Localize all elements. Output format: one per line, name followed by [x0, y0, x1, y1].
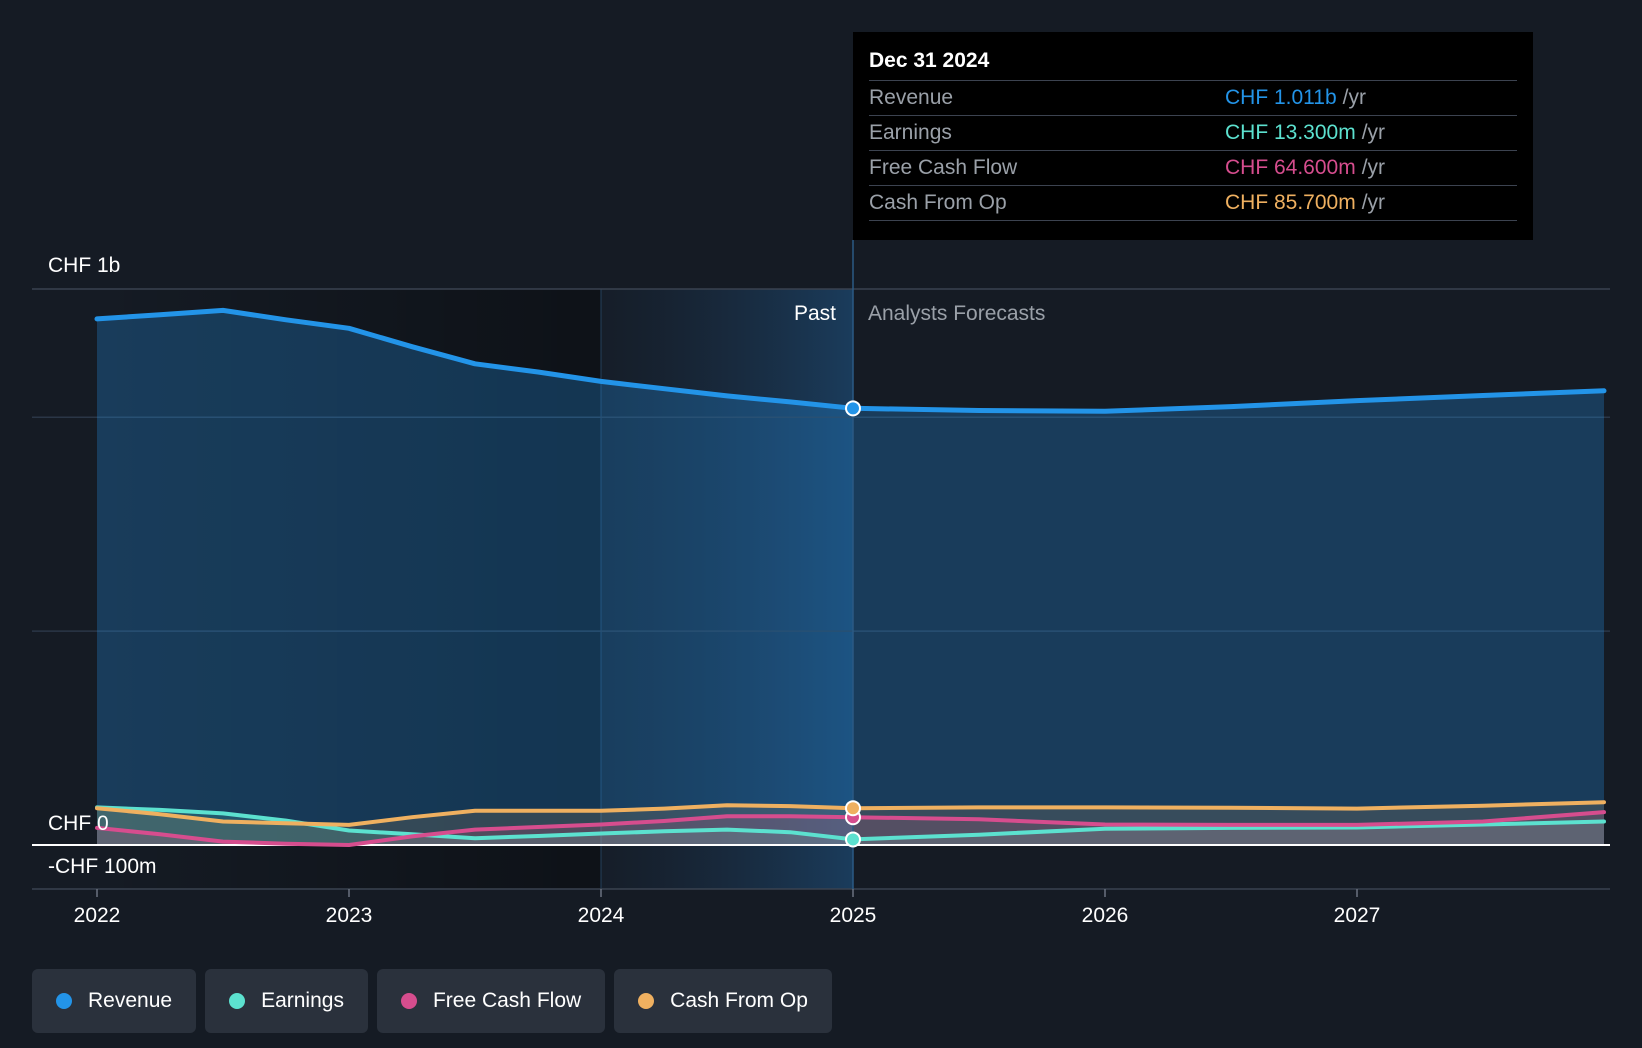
series-line-revenue	[94, 307, 1607, 414]
legend-label: Revenue	[88, 989, 173, 1012]
series-line-earnings	[95, 805, 1606, 842]
x-tick-label: 2025	[830, 904, 877, 927]
x-tick-label: 2022	[74, 904, 121, 927]
tooltip-row-label: Earnings	[869, 121, 952, 144]
tooltip-rows: Revenue CHF 1.011b/yr Earnings CHF 13.300m /…	[869, 80, 1517, 221]
tooltip-date: Dec 31 2024	[869, 49, 990, 72]
tooltip-row: Cash From Op CHF 85.700m/yr	[869, 185, 1517, 221]
x-tick-label: 2027	[1334, 904, 1381, 927]
y-tick-label: CHF 0	[48, 812, 109, 835]
past-highlight-band	[601, 289, 853, 889]
legend-label: Cash From Op	[670, 989, 808, 1012]
tooltip-row-value: CHF 13.300m	[1225, 121, 1356, 144]
legend: Revenue Earnings Free Cash Flow Cash From O…	[32, 969, 832, 1033]
tooltip-row-unit: /yr	[1361, 121, 1386, 144]
tooltip-panel: Dec 31 2024 Revenue CHF 1.011b/yr Earnings…	[853, 32, 1533, 240]
tooltip-row: Earnings CHF 13.300m/yr	[869, 115, 1517, 150]
series-area-revenue	[97, 310, 1604, 845]
x-tick-label: 2024	[578, 904, 625, 927]
tooltip-row-value: CHF 85.700m	[1225, 191, 1356, 214]
tooltip-row-label: Free Cash Flow	[869, 156, 1018, 179]
marker-earnings	[845, 831, 861, 848]
tooltip-row-value: CHF 1.011b	[1225, 86, 1337, 109]
legend-item-cash-from-op[interactable]: Cash From Op	[614, 969, 832, 1033]
tooltip-row-unit: /yr	[1342, 86, 1366, 109]
legend-item-free-cash-flow[interactable]: Free Cash Flow	[376, 969, 606, 1033]
tooltip-row-label: Cash From Op	[869, 191, 1007, 214]
tooltip-row: Free Cash Flow CHF 64.600m/yr	[869, 150, 1517, 185]
past-label: Past	[794, 302, 836, 325]
legend-label: Earnings	[261, 989, 344, 1012]
legend-item-earnings[interactable]: Earnings	[205, 969, 368, 1033]
y-tick-label: -CHF 100m	[48, 855, 157, 878]
y-tick-label: CHF 1b	[48, 254, 120, 277]
past-shade	[97, 289, 601, 889]
tooltip-row-value: CHF 64.600m	[1225, 156, 1356, 179]
legend-dot-icon	[400, 993, 417, 1009]
legend-dot-icon	[56, 993, 72, 1009]
x-tick-label: 2026	[1082, 904, 1129, 927]
legend-item-revenue[interactable]: Revenue	[32, 969, 197, 1033]
tooltip-row-label: Revenue	[869, 86, 954, 109]
legend-label: Free Cash Flow	[432, 989, 582, 1012]
series-line-free-cash-flow	[95, 810, 1606, 847]
tooltip-row-unit: /yr	[1361, 191, 1386, 214]
legend-dot-icon	[229, 993, 246, 1009]
marker-cash-from-op	[845, 800, 861, 817]
marker-revenue	[845, 400, 861, 417]
series-area-earnings	[97, 807, 1604, 845]
tooltip-row-unit: /yr	[1361, 156, 1386, 179]
legend-dot-icon	[638, 993, 655, 1009]
series-line-cash-from-op	[95, 800, 1606, 827]
forecast-label: Analysts Forecasts	[868, 302, 1045, 325]
tooltip-row: Revenue CHF 1.011b/yr	[869, 80, 1517, 115]
x-tick-label: 2023	[326, 904, 373, 927]
